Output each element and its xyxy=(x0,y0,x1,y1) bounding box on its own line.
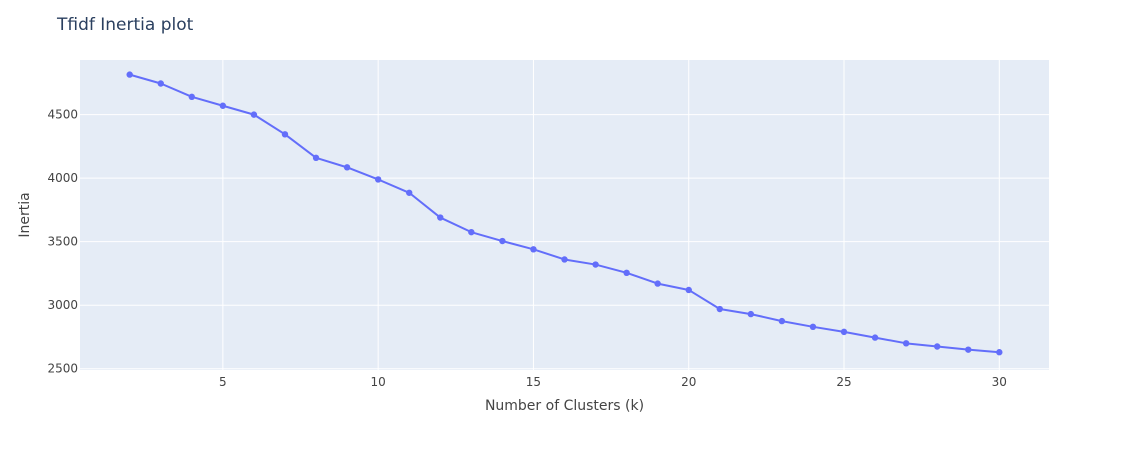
data-point[interactable] xyxy=(933,343,941,350)
data-point[interactable] xyxy=(374,176,382,183)
data-point[interactable] xyxy=(157,80,164,87)
data-point[interactable] xyxy=(437,214,444,221)
x-tick-label: 15 xyxy=(526,375,541,389)
y-tick-label: 4000 xyxy=(47,171,78,185)
data-point[interactable] xyxy=(716,305,723,313)
x-axis-label: Number of Clusters (k) xyxy=(485,398,644,414)
data-point[interactable] xyxy=(623,269,630,277)
data-point[interactable] xyxy=(188,93,196,101)
data-point[interactable] xyxy=(685,286,692,294)
x-tick-label: 20 xyxy=(681,375,696,389)
data-point[interactable] xyxy=(219,102,227,109)
x-tick-label: 5 xyxy=(219,375,227,389)
data-point[interactable] xyxy=(281,131,289,138)
y-axis-label: Inertia xyxy=(17,192,33,237)
data-point[interactable] xyxy=(250,111,258,118)
data-point[interactable] xyxy=(530,246,537,253)
data-point[interactable] xyxy=(406,189,413,196)
data-point[interactable] xyxy=(126,71,133,78)
data-point[interactable] xyxy=(809,323,817,331)
data-point[interactable] xyxy=(778,317,786,325)
y-tick-label: 3500 xyxy=(47,235,78,249)
data-point[interactable] xyxy=(965,346,972,353)
series-layer xyxy=(126,71,1003,356)
data-point[interactable] xyxy=(654,280,661,287)
x-tick-label: 25 xyxy=(836,375,851,389)
data-point[interactable] xyxy=(561,256,568,263)
x-tick-label: 10 xyxy=(371,375,386,389)
y-tick-label: 4500 xyxy=(47,108,78,122)
chart-title: Tfidf Inertia plot xyxy=(56,15,194,35)
data-point[interactable] xyxy=(468,228,475,236)
y-tick-label: 3000 xyxy=(47,298,78,312)
data-point[interactable] xyxy=(996,349,1003,356)
data-point[interactable] xyxy=(343,164,351,171)
grid-layer xyxy=(80,60,1049,370)
data-point[interactable] xyxy=(592,261,599,268)
data-point[interactable] xyxy=(499,237,506,245)
data-point[interactable] xyxy=(747,310,755,318)
tick-layer: 5 10 15 20 25 30 2500 3000 3500 4000 4500 xyxy=(47,108,1006,389)
y-tick-label: 2500 xyxy=(47,362,78,376)
data-point[interactable] xyxy=(312,154,320,162)
data-point[interactable] xyxy=(902,340,910,347)
data-point[interactable] xyxy=(871,334,879,341)
x-tick-label: 30 xyxy=(992,375,1007,389)
data-point[interactable] xyxy=(840,328,848,336)
